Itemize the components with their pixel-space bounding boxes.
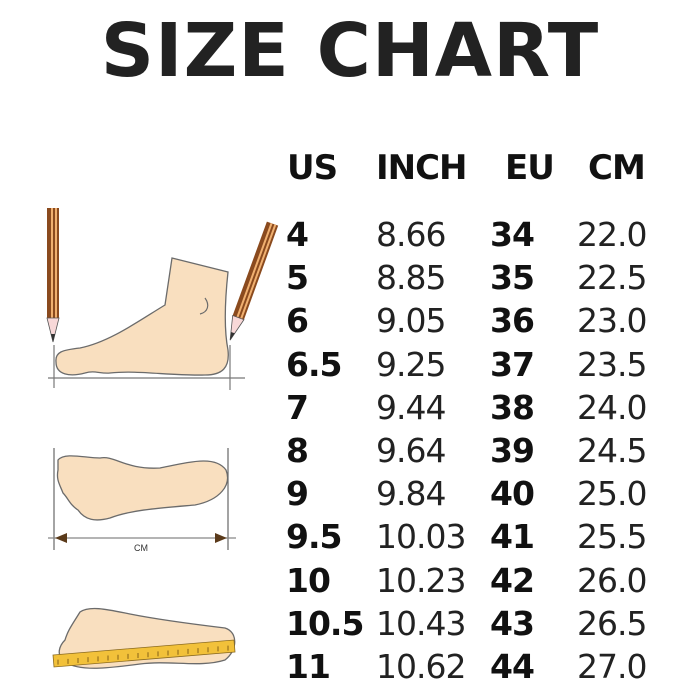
measuring-tape-icon <box>52 639 236 668</box>
column-header-us: US <box>287 148 338 188</box>
cell-cm: 26.0 <box>577 560 647 600</box>
cell-eu: 34 <box>490 215 535 254</box>
foot-top-view: CM <box>48 448 236 553</box>
cell-eu: 37 <box>490 344 535 384</box>
cell-eu: 35 <box>490 258 535 298</box>
cell-inch: 10.23 <box>376 560 466 600</box>
cell-us: 7 <box>286 387 309 427</box>
cell-cm: 22.0 <box>577 215 647 254</box>
cell-us: 4 <box>286 215 309 254</box>
cell-cm: 25.0 <box>577 474 647 514</box>
cell-eu: 39 <box>490 431 535 470</box>
cell-inch: 9.25 <box>376 344 446 384</box>
foot-with-tape-view <box>52 607 236 669</box>
cell-cm: 23.5 <box>577 344 647 384</box>
cell-cm: 24.5 <box>577 431 647 470</box>
cell-eu: 40 <box>490 474 535 514</box>
cell-us: 10 <box>286 560 331 600</box>
cell-cm: 26.5 <box>577 603 647 643</box>
foot-side-view <box>48 257 245 390</box>
cell-eu: 41 <box>490 517 535 557</box>
pencil-icon <box>229 221 279 341</box>
cell-us: 9.5 <box>286 517 342 557</box>
cell-eu: 42 <box>490 560 535 600</box>
cell-us: 6.5 <box>286 344 342 384</box>
cell-us: 11 <box>286 647 331 686</box>
cell-us: 8 <box>286 431 309 470</box>
cell-inch: 8.85 <box>376 258 446 298</box>
cell-inch: 8.66 <box>376 215 446 254</box>
cell-cm: 22.5 <box>577 258 647 298</box>
cell-us: 10.5 <box>286 603 364 643</box>
cell-eu: 38 <box>490 387 535 427</box>
cell-cm: 27.0 <box>577 647 647 686</box>
cell-inch: 9.64 <box>376 431 446 470</box>
cell-inch: 9.84 <box>376 474 446 514</box>
column-header-eu: EU <box>505 148 555 188</box>
cell-eu: 36 <box>490 301 535 341</box>
cell-cm: 23.0 <box>577 301 647 341</box>
cell-cm: 25.5 <box>577 517 647 557</box>
cell-cm: 24.0 <box>577 387 647 427</box>
cell-eu: 43 <box>490 603 535 643</box>
cell-inch: 9.44 <box>376 387 446 427</box>
cell-inch: 10.03 <box>376 517 466 557</box>
column-header-inch: INCH <box>376 148 468 188</box>
cell-us: 9 <box>286 474 309 514</box>
measure-label: CM <box>134 543 148 553</box>
column-header-cm: CM <box>588 148 646 188</box>
pencil-icon <box>46 208 60 343</box>
cell-eu: 44 <box>490 647 535 686</box>
page-title: SIZE CHART <box>100 8 600 94</box>
cell-us: 6 <box>286 301 309 341</box>
cell-inch: 10.62 <box>376 647 466 686</box>
cell-inch: 9.05 <box>376 301 446 341</box>
cell-inch: 10.43 <box>376 603 466 643</box>
cell-us: 5 <box>286 258 309 298</box>
